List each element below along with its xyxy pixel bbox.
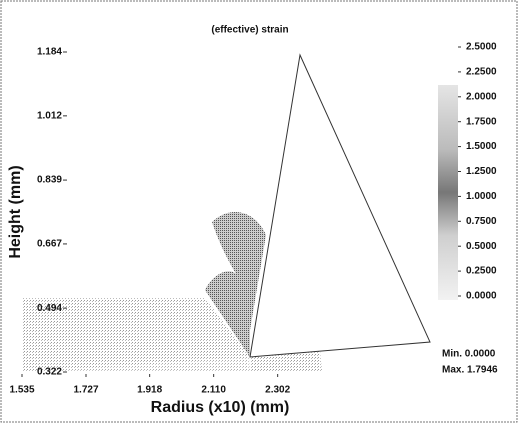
colorbar-tick-label: 1.7500 [466, 116, 497, 127]
x-tick-label: 2.110 [201, 385, 226, 396]
colorbar [438, 85, 458, 300]
colorbar-tick-label: 0.7500 [466, 216, 497, 227]
y-tick-label: 0.667 [37, 239, 62, 250]
colorbar-tick-label: 0.2500 [466, 266, 497, 277]
y-tick-label: 1.012 [37, 110, 62, 121]
x-tick-label: 1.727 [73, 385, 98, 396]
chart-title: (effective) strain [211, 25, 288, 36]
y-tick-label: 1.184 [37, 47, 62, 58]
y-tick-label: 0.839 [37, 175, 62, 186]
colorbar-tick-label: 0.5000 [466, 241, 497, 252]
min-label: Min. 0.0000 [442, 349, 496, 360]
x-tick-label: 1.535 [9, 385, 34, 396]
shear-zone [205, 285, 250, 357]
colorbar-tick-label: 1.2500 [466, 166, 497, 177]
y-tick-label: 0.494 [37, 303, 62, 314]
y-tick-label: 0.322 [37, 367, 62, 378]
x-tick-label: 2.302 [265, 385, 290, 396]
x-tick-label: 1.918 [137, 385, 162, 396]
max-label: Max. 1.7946 [442, 365, 498, 376]
workpiece-lower [22, 335, 250, 372]
x-axis-label: Radius (x10) (mm) [151, 399, 290, 416]
tool [249, 53, 431, 358]
colorbar-tick-label: 2.2500 [466, 67, 497, 78]
colorbar-tick-label: 0.0000 [466, 291, 497, 302]
y-axis-label: Height (mm) [7, 165, 24, 258]
colorbar-tick-label: 1.5000 [466, 141, 497, 152]
colorbar-tick-label: 2.5000 [466, 42, 497, 53]
colorbar-tick-label: 2.0000 [466, 91, 497, 102]
colorbar-tick-label: 1.0000 [466, 191, 497, 202]
chip [205, 212, 266, 357]
